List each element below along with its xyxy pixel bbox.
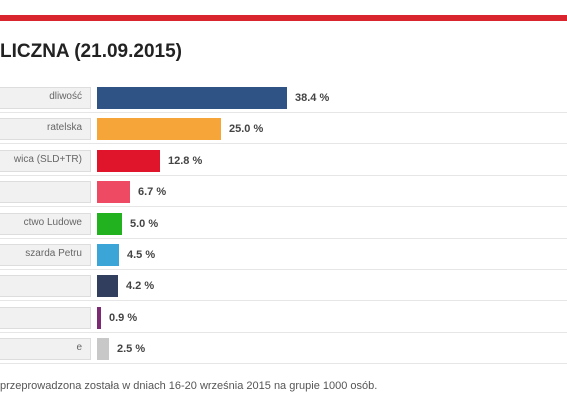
- value-label: 6.7 %: [138, 186, 167, 198]
- row-separator: [0, 332, 567, 333]
- bar: [97, 150, 160, 172]
- category-label-box: ctwo Ludowe: [0, 213, 91, 235]
- category-label: ctwo Ludowe: [23, 217, 82, 228]
- value-label: 5.0 %: [130, 218, 159, 230]
- value-label: 2.5 %: [117, 343, 146, 355]
- value-label: 25.0 %: [229, 123, 264, 135]
- value-label: 38.4 %: [295, 92, 330, 104]
- category-label: szarda Petru: [25, 248, 82, 259]
- row-separator: [0, 300, 567, 301]
- chart-title: LICZNA (21.09.2015): [0, 41, 182, 62]
- category-label-box: szarda Petru: [0, 244, 91, 266]
- row-separator: [0, 143, 567, 144]
- row-separator: [0, 112, 567, 113]
- row-separator: [0, 269, 567, 270]
- bar: [97, 275, 118, 297]
- category-label-box: ratelska: [0, 118, 91, 140]
- footnote: przeprowadzona została w dniach 16-20 wr…: [0, 380, 378, 392]
- category-label: e: [76, 342, 82, 353]
- bar: [97, 118, 221, 140]
- row-separator: [0, 363, 567, 364]
- bar: [97, 181, 130, 203]
- category-label-box: [0, 275, 91, 297]
- value-label: 4.5 %: [127, 249, 156, 261]
- category-label-box: [0, 307, 91, 329]
- row-separator: [0, 206, 567, 207]
- top-accent-bar: [0, 15, 567, 21]
- value-label: 4.2 %: [126, 280, 155, 292]
- category-label-box: dliwość: [0, 87, 91, 109]
- bar: [97, 338, 109, 360]
- category-label-box: e: [0, 338, 91, 360]
- category-label: ratelska: [46, 122, 82, 133]
- category-label: dliwość: [49, 91, 82, 102]
- category-label: wica (SLD+TR): [13, 154, 82, 165]
- value-label: 0.9 %: [109, 312, 138, 324]
- value-label: 12.8 %: [168, 155, 203, 167]
- row-separator: [0, 175, 567, 176]
- bar: [97, 244, 119, 266]
- bar: [97, 87, 287, 109]
- category-label-box: wica (SLD+TR): [0, 150, 91, 172]
- bar: [97, 213, 122, 235]
- category-label-box: [0, 181, 91, 203]
- bar: [97, 307, 101, 329]
- row-separator: [0, 238, 567, 239]
